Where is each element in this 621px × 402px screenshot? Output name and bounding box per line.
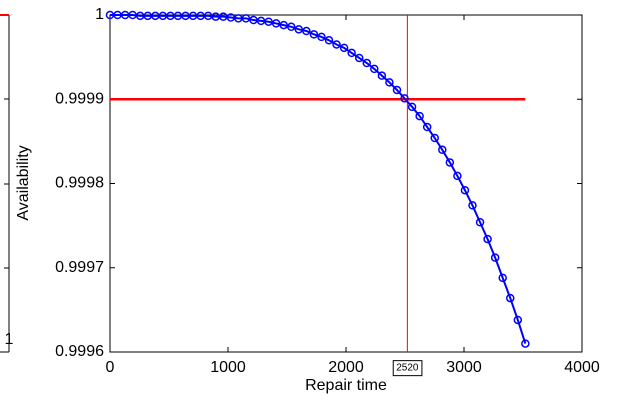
marker-label: 2520 <box>396 363 419 374</box>
data-point <box>241 14 251 23</box>
data-point <box>400 94 409 103</box>
x-tick-label: 3000 <box>446 359 482 376</box>
data-point <box>483 234 492 244</box>
data-point <box>513 315 523 325</box>
data-point <box>347 48 356 58</box>
series-line <box>110 14 527 344</box>
data-point <box>422 122 432 132</box>
data-point <box>438 145 447 155</box>
x-tick-label: 1000 <box>210 359 246 376</box>
data-point <box>415 111 424 121</box>
data-point <box>294 25 304 34</box>
data-point <box>475 218 485 227</box>
data-point <box>460 185 470 195</box>
data-point <box>468 201 477 210</box>
x-tick-label: 2000 <box>328 359 364 376</box>
data-point <box>430 133 439 143</box>
data-point <box>354 53 364 63</box>
data-point <box>362 58 372 68</box>
data-point <box>271 19 281 28</box>
data-point <box>490 253 500 262</box>
data-point <box>317 32 326 42</box>
x-tick-label: 0 <box>106 359 115 376</box>
x-axis-label: Repair time <box>305 377 387 394</box>
data-point <box>506 293 515 303</box>
data-point <box>264 17 273 26</box>
y-tick-label: 0.9997 <box>55 259 104 276</box>
data-point <box>332 40 341 49</box>
data-point <box>385 78 394 87</box>
data-point <box>521 339 530 348</box>
x-tick-label: 4000 <box>564 359 600 376</box>
data-point <box>453 171 462 181</box>
data-point <box>339 43 349 53</box>
data-point <box>445 158 455 167</box>
data-point <box>302 26 311 36</box>
data-point <box>377 71 387 80</box>
data-point <box>286 22 296 32</box>
y-tick-label: 0.9999 <box>55 90 104 107</box>
cropped-tick-label: 1 <box>5 331 14 348</box>
y-axis-label: Availability <box>15 145 32 220</box>
data-point <box>498 273 507 283</box>
marker-label-box <box>392 360 423 377</box>
data-point <box>324 36 334 45</box>
y-tick-label: 1 <box>95 6 104 23</box>
y-tick-label: 0.9996 <box>55 343 104 360</box>
data-point <box>392 85 402 95</box>
data-point <box>370 64 379 74</box>
y-tick-label: 0.9998 <box>55 175 104 192</box>
data-point <box>407 102 417 112</box>
data-point <box>309 30 319 39</box>
data-point <box>279 20 288 30</box>
